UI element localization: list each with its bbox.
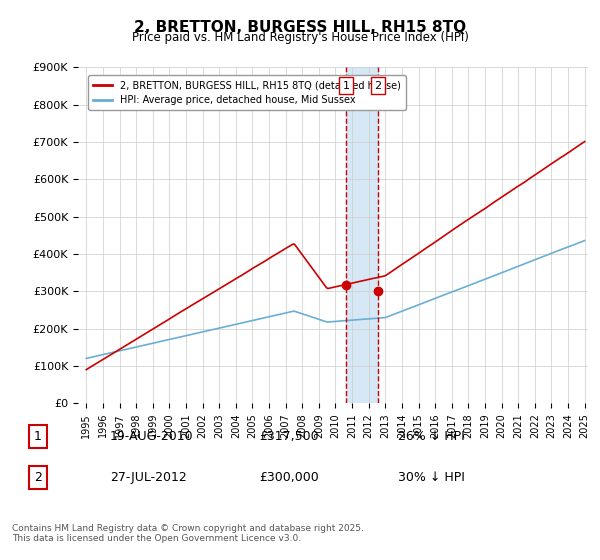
- Text: £317,500: £317,500: [260, 430, 319, 444]
- Bar: [346, 67, 378, 403]
- Text: 26% ↓ HPI: 26% ↓ HPI: [398, 430, 464, 444]
- Text: Contains HM Land Registry data © Crown copyright and database right 2025.
This d: Contains HM Land Registry data © Crown c…: [12, 524, 364, 543]
- Text: 2, BRETTON, BURGESS HILL, RH15 8TQ: 2, BRETTON, BURGESS HILL, RH15 8TQ: [134, 20, 466, 35]
- Text: 1: 1: [343, 81, 349, 91]
- Text: 2: 2: [374, 81, 382, 91]
- Text: 1: 1: [34, 430, 42, 444]
- Text: 2: 2: [34, 470, 42, 484]
- Legend: 2, BRETTON, BURGESS HILL, RH15 8TQ (detached house), HPI: Average price, detache: 2, BRETTON, BURGESS HILL, RH15 8TQ (deta…: [88, 76, 406, 110]
- Text: Price paid vs. HM Land Registry's House Price Index (HPI): Price paid vs. HM Land Registry's House …: [131, 31, 469, 44]
- Text: 27-JUL-2012: 27-JUL-2012: [110, 470, 187, 484]
- Text: £300,000: £300,000: [260, 470, 319, 484]
- Text: 19-AUG-2010: 19-AUG-2010: [110, 430, 194, 444]
- Text: 30% ↓ HPI: 30% ↓ HPI: [398, 470, 465, 484]
